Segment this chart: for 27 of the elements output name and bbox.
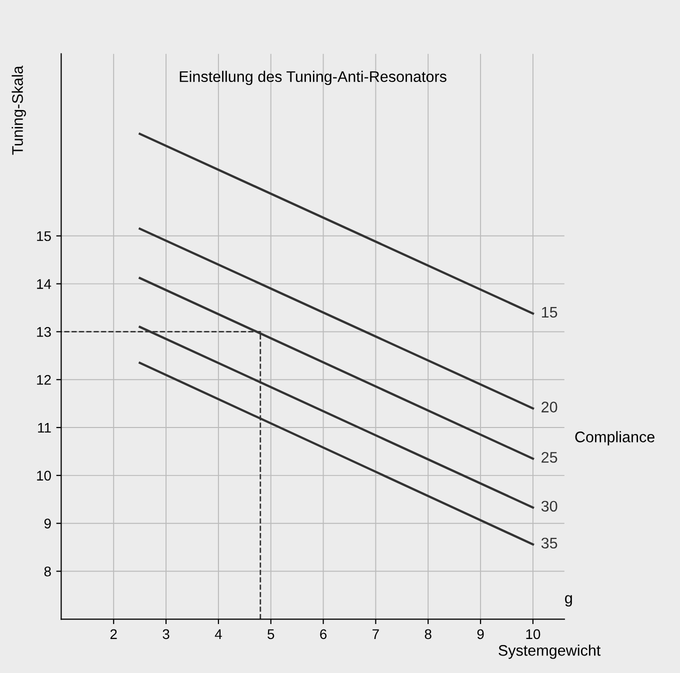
y-tick-label: 12 (37, 374, 51, 385)
series-label: 15 (542, 306, 558, 318)
y-tick-label: 8 (44, 566, 51, 576)
text: Einstellung des Tuning-Anti-Resonators (180, 70, 446, 86)
y-tick-label: 14 (37, 279, 52, 289)
y-tick-label: 15 (37, 231, 51, 242)
y-tick-label: 11 (38, 423, 51, 433)
y-tick-label: 9 (44, 518, 51, 529)
series-label: 30 (541, 500, 558, 512)
series-label: 25 (542, 452, 558, 463)
series-label: 20 (542, 402, 558, 412)
x-tick-label: 6 (320, 629, 327, 640)
x-tick-label: 2 (110, 629, 117, 639)
text: Compliance (575, 431, 654, 446)
x-tick-label: 7 (372, 629, 379, 639)
y-axis-title: Tuning-Skala (12, 66, 26, 155)
y-tick-label: 13 (37, 327, 51, 337)
x-tick-label: 5 (268, 629, 274, 640)
x-tick-label: 8 (424, 629, 432, 640)
y-tick-label: 10 (37, 470, 51, 481)
x-axis-title: Systemgewicht (498, 644, 601, 659)
text: g (565, 595, 572, 606)
x-tick-label: 9 (477, 629, 484, 640)
x-tick-label: 10 (526, 629, 540, 640)
x-tick-label: 4 (214, 629, 222, 639)
x-tick-label: 3 (162, 629, 170, 640)
series-label: 35 (541, 538, 558, 549)
